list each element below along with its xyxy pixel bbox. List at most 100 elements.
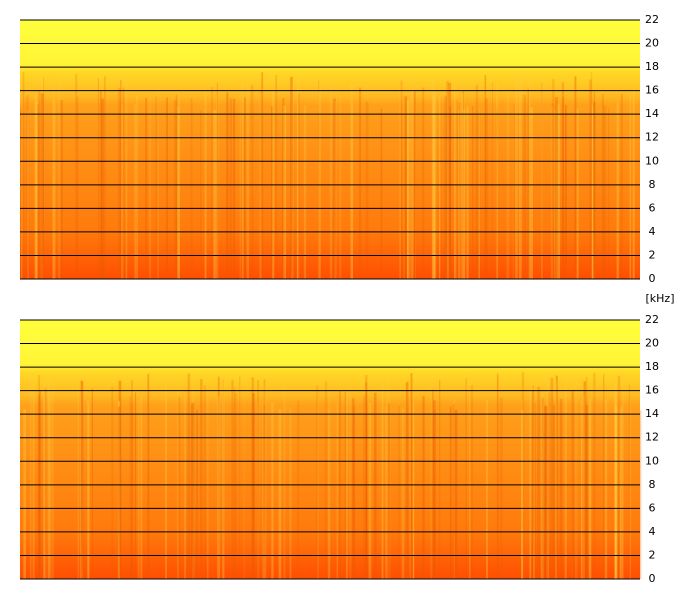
spectrogram-streak	[345, 391, 348, 579]
spectrogram-streak	[554, 110, 557, 279]
spectrogram-streak	[327, 407, 330, 579]
spectrogram-streak	[339, 95, 342, 280]
spectrogram-streak	[364, 374, 368, 579]
spectrogram-streak	[453, 399, 455, 579]
spectrogram-streak	[520, 410, 524, 579]
spectrogram-streak	[403, 99, 405, 279]
spectrogram-streak	[556, 103, 559, 280]
spectrogram-streak	[380, 108, 383, 279]
spectrogram-streak	[233, 98, 236, 279]
spectrogram-streak	[410, 373, 413, 579]
spectrogram-streak	[532, 385, 534, 579]
spectrogram-streak	[351, 101, 353, 280]
spectrogram-streak	[604, 399, 608, 579]
spectrogram-streak	[239, 376, 241, 579]
y-tick-label: 14	[645, 107, 659, 120]
spectrogram-streak	[191, 402, 195, 579]
spectrogram-streak	[173, 100, 177, 279]
spectrogram-streak	[540, 82, 543, 279]
y-tick-label: 12	[645, 431, 659, 444]
spectrogram-streak	[543, 405, 547, 579]
spectrogram-streak	[449, 106, 451, 279]
spectrogram-streak	[412, 403, 414, 579]
spectrogram-streak	[551, 103, 554, 279]
spectrogram-streak	[271, 402, 274, 579]
spectrogram-streak	[40, 93, 44, 279]
spectrogram-streak	[129, 396, 132, 579]
spectrogram-streak	[262, 402, 266, 579]
y-tick-label: 2	[649, 548, 656, 561]
spectrogram-streak	[125, 74, 128, 279]
spectrogram-streak	[414, 107, 416, 280]
spectrogram-streak	[296, 400, 300, 579]
spectrogram-streak	[149, 93, 151, 279]
spectrogram-streak	[446, 96, 450, 280]
spectrogram-streak	[250, 84, 254, 279]
spectrogram-streak	[86, 399, 90, 579]
spectrogram-streak	[54, 101, 57, 279]
spectrogram-streak	[398, 405, 400, 579]
spectrogram-streak	[582, 396, 585, 579]
spectrogram-streak	[76, 96, 79, 279]
spectrogram-streak	[200, 110, 202, 280]
spectrogram-streak	[303, 105, 307, 279]
y-tick-label: 18	[645, 360, 659, 373]
spectrogram-streak	[544, 406, 548, 579]
spectrogram-streak	[121, 104, 124, 279]
spectrogram-streak	[486, 400, 489, 579]
spectrogram-streak	[434, 409, 436, 579]
spectrogram-streak	[574, 380, 578, 579]
spectrogram-streak	[22, 72, 25, 279]
spectrogram-streak	[27, 110, 29, 279]
spectrogram-streak	[134, 104, 136, 279]
spectrogram-streak	[499, 397, 503, 579]
y-tick-label: 8	[649, 478, 656, 491]
spectrogram-streak	[20, 95, 23, 279]
spectrogram-streak	[131, 380, 133, 579]
spectrogram-streak	[484, 75, 487, 279]
spectrogram-streak	[576, 108, 579, 279]
spectrogram-streak	[477, 108, 481, 279]
spectrogram-streak	[259, 92, 262, 279]
spectrogram-streak	[555, 380, 557, 579]
spectrogram-streak	[203, 385, 206, 579]
spectrogram-streak	[344, 391, 347, 579]
spectrogram-streak	[38, 394, 40, 579]
spectrogram-streak	[233, 387, 236, 579]
spectrogram-streak	[603, 105, 607, 280]
spectrogram-streak	[512, 105, 514, 279]
spectrogram-streak	[432, 96, 435, 279]
spectrogram-streak	[296, 88, 299, 279]
spectrogram-streak	[399, 72, 401, 279]
spectrogram-streak	[457, 109, 461, 280]
spectrogram-streak	[251, 377, 255, 579]
spectrogram-streak	[52, 98, 55, 279]
spectrogram-streak	[229, 98, 233, 279]
spectrogram-streak	[243, 392, 245, 579]
spectrogram-streak	[231, 379, 234, 579]
spectrogram-streak	[478, 108, 480, 279]
spectrogram-streak	[404, 96, 408, 279]
spectrogram-streak	[97, 77, 99, 279]
spectrogram-streak	[620, 406, 623, 579]
spectrogram-streak	[329, 81, 333, 279]
spectrogram-streak	[527, 88, 530, 279]
spectrogram-streak	[617, 375, 621, 579]
spectrogram-streak	[216, 83, 218, 279]
spectrogram-streak	[608, 108, 610, 279]
spectrogram-streak	[205, 92, 207, 280]
spectrogram-streak	[409, 402, 412, 579]
spectrogram-streak	[546, 373, 550, 579]
spectrogram-streak	[458, 102, 460, 279]
spectrogram-streak	[523, 94, 526, 279]
spectrogram-streak	[470, 385, 474, 579]
spectrogram-streak	[407, 101, 409, 279]
spectrogram-streak	[187, 373, 191, 579]
spectrogram-streak	[374, 392, 377, 579]
spectrogram-streak	[466, 106, 469, 279]
spectrogram-streak	[23, 409, 26, 579]
spectrogram-streak	[614, 404, 618, 579]
spectrogram-streak	[137, 400, 140, 579]
spectrogram-streak	[211, 86, 213, 279]
